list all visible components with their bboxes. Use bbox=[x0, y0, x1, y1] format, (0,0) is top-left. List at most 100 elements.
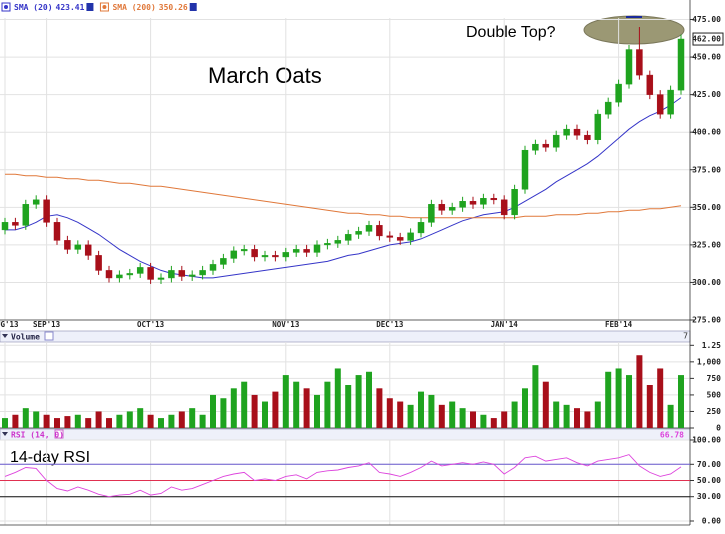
y-tick-label: 50.00 bbox=[697, 476, 721, 485]
y-tick-label: 0 bbox=[716, 424, 721, 433]
close-icon[interactable] bbox=[44, 331, 54, 341]
volume-bar bbox=[95, 411, 102, 428]
volume-bar bbox=[480, 414, 487, 428]
y-tick-label: 425.00 bbox=[692, 90, 721, 99]
panel-title: RSI (14, 0) bbox=[11, 431, 64, 440]
candle-body bbox=[32, 199, 40, 205]
y-tick-label: 0.00 bbox=[702, 517, 721, 526]
candle-body bbox=[365, 225, 373, 232]
volume-bar bbox=[137, 408, 144, 428]
candle-body bbox=[344, 234, 352, 241]
volume-bar bbox=[345, 385, 352, 428]
candle-body bbox=[292, 249, 300, 253]
x-tick-label: JAN'14 bbox=[491, 320, 519, 329]
rsi-last-value: 66.78 bbox=[660, 431, 684, 440]
legend-value: 423.41 bbox=[56, 3, 85, 12]
candle-body bbox=[428, 204, 435, 223]
y-tick-label: 400.00 bbox=[692, 128, 721, 137]
candle-body bbox=[43, 199, 50, 223]
candle-body bbox=[511, 189, 518, 216]
candle-body bbox=[542, 143, 550, 148]
candle-body bbox=[667, 89, 674, 115]
y-tick-label: 1.25 bbox=[702, 341, 721, 350]
volume-bar bbox=[646, 385, 653, 428]
volume-bar bbox=[386, 398, 393, 428]
volume-bar bbox=[43, 414, 50, 428]
collapse-icon[interactable] bbox=[2, 334, 8, 338]
candle-body bbox=[677, 38, 685, 91]
y-tick-label: 450.00 bbox=[692, 53, 721, 62]
volume-bar bbox=[168, 414, 175, 428]
y-tick-label: 1,000 bbox=[697, 357, 721, 366]
corner-label: 7 bbox=[683, 332, 688, 341]
volume-bar bbox=[397, 401, 404, 428]
candle-body bbox=[376, 225, 383, 237]
candle-body bbox=[469, 201, 477, 205]
panel-title: Volume bbox=[11, 333, 40, 342]
candle-body bbox=[1, 222, 9, 231]
x-tick-label: DEC'13 bbox=[376, 320, 404, 329]
volume-bar bbox=[314, 394, 320, 428]
volume-bar bbox=[626, 375, 632, 428]
volume-bar bbox=[678, 375, 684, 428]
volume-bar bbox=[522, 388, 528, 428]
candle-body bbox=[656, 94, 664, 115]
x-tick-label: FEB'14 bbox=[605, 320, 633, 329]
legend-value: 350.26 bbox=[159, 3, 188, 12]
legend-label: SMA (20) bbox=[14, 3, 53, 12]
y-tick-label: 100.00 bbox=[692, 436, 721, 445]
candle-body bbox=[178, 270, 186, 277]
sma-line bbox=[5, 97, 682, 279]
y-tick-label: 325.00 bbox=[692, 240, 721, 249]
volume-bar bbox=[470, 411, 476, 428]
legend-label: SMA (200) bbox=[112, 3, 155, 12]
volume-bar bbox=[657, 368, 664, 428]
candle-body bbox=[532, 143, 539, 151]
volume-bar bbox=[553, 401, 560, 428]
volume-bar bbox=[511, 401, 518, 428]
volume-bar bbox=[220, 398, 227, 428]
volume-bar bbox=[210, 394, 216, 428]
candle-body bbox=[74, 244, 82, 250]
annotation: Double Top? bbox=[466, 24, 556, 41]
candle-body bbox=[282, 252, 290, 258]
volume-bar bbox=[199, 414, 206, 428]
candle-body bbox=[95, 255, 102, 271]
volume-bar bbox=[449, 401, 456, 428]
candle-body bbox=[396, 237, 404, 241]
volume-bar bbox=[262, 401, 268, 428]
y-tick-label: 350.00 bbox=[692, 203, 721, 212]
volume-bar bbox=[282, 375, 289, 428]
volume-header bbox=[0, 330, 691, 343]
volume-bar bbox=[85, 418, 92, 428]
collapse-icon[interactable] bbox=[2, 432, 8, 436]
candle-body bbox=[521, 149, 529, 190]
candle-body bbox=[53, 222, 61, 241]
candle-body bbox=[126, 273, 134, 276]
chart-title: March Oats bbox=[208, 63, 322, 88]
volume-bar bbox=[428, 394, 435, 428]
volume-bar bbox=[293, 381, 300, 428]
close-icon[interactable] bbox=[54, 429, 64, 439]
candle-body bbox=[188, 274, 196, 277]
y-tick-label: 250 bbox=[707, 407, 722, 416]
volume-bar bbox=[563, 404, 570, 428]
volume-bar bbox=[178, 411, 185, 428]
candle-body bbox=[417, 222, 425, 234]
x-tick-label: SEP'13 bbox=[33, 320, 61, 329]
candle-body bbox=[334, 240, 342, 244]
volume-bar bbox=[459, 408, 466, 428]
x-tick-label: OCT'13 bbox=[137, 320, 165, 329]
y-tick-label: 275.00 bbox=[692, 316, 721, 325]
candle-body bbox=[220, 258, 227, 265]
candle-body bbox=[459, 201, 466, 208]
volume-bar bbox=[74, 414, 81, 428]
rsi-header bbox=[0, 428, 691, 441]
volume-bar bbox=[158, 418, 164, 428]
volume-bar bbox=[22, 408, 29, 428]
candle-body bbox=[563, 128, 570, 136]
y-tick-label: 750 bbox=[707, 374, 722, 383]
y-tick-label: 375.00 bbox=[692, 165, 721, 174]
candle-body bbox=[615, 83, 622, 103]
